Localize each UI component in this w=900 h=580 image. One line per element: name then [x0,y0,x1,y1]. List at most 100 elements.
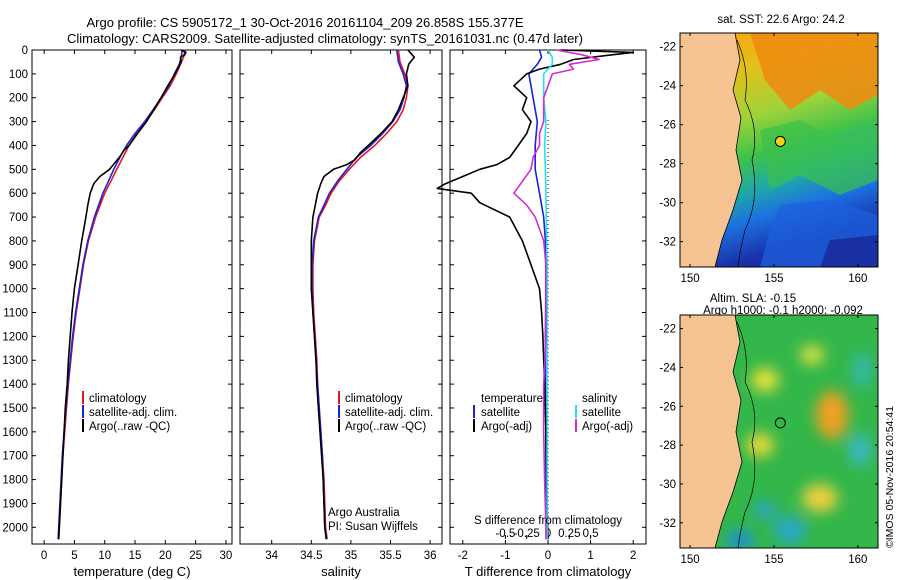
lat-tick-label: -22 [659,324,676,336]
temperature-axes-box [31,49,233,545]
y-tick-label: 1600 [2,427,28,439]
legend-label-t-satellite: satellite [481,407,520,419]
y-tick-label: 1500 [2,403,28,415]
lon-tick-label: 150 [680,273,699,285]
sst-map-title: sat. SST: 22.6 Argo: 24.2 [717,14,844,26]
lat-tick-label: -32 [659,237,676,249]
y-tick-label: 600 [9,188,28,200]
salinity-xlabel: salinity [321,564,361,579]
y-tick-label: 400 [9,140,28,152]
lat-tick-label: -30 [659,198,676,210]
x-tick-label: -2 [458,550,468,562]
legend-label-s-satellite: satellite [582,407,621,419]
y-tick-label: 1100 [3,308,28,320]
lon-tick-label: 150 [680,554,699,566]
x-tick-label: 34 [265,550,278,562]
series-line-s-satellite [542,49,554,540]
temperature-panel: 0100200300400500600700800900100011001200… [2,45,233,579]
sst-map-axes: -22 -24 -26 -28 -30 -32 150 155 160 [659,33,878,285]
x-tick-label: 35.5 [379,550,401,562]
credit-label: ©IMOS 05-Nov-2016 20:54:41 [884,406,896,548]
sst-map-frame [679,32,879,268]
salinity-legend: climatology satellite-adj. clim. Argo(..… [338,391,433,433]
legend-title-salinity: salinity [582,393,617,405]
y-tick-label: 1700 [2,451,28,463]
x-tick-top-label: -0.25 [514,528,540,540]
y-tick-label: 900 [9,260,28,272]
sla-map-frame [679,314,879,549]
legend-label-climatology: climatology [345,393,403,405]
y-tick-label: 1400 [2,379,28,391]
legend-label-argo: Argo(..raw -QC) [89,421,170,433]
legend-label-t-argo: Argo(-adj) [481,421,532,433]
land-australia [680,33,743,267]
salinity-lines [310,49,416,540]
lon-tick-label: 155 [764,273,783,285]
sst-map-panel: sat. SST: 22.6 Argo: 24.2 [659,14,879,285]
x-tick-top-label: 0.25 [558,528,580,540]
difference-legend: temperature satellite Argo(-adj) salinit… [473,393,633,433]
x-tick-label: 2 [630,550,636,562]
x-tick-label: 1 [587,550,593,562]
x-tick-top-label: -0.5 [495,528,515,540]
temperature-lines [57,49,187,540]
x-tick-label: 34.5 [300,550,322,562]
sla-map-axes: -22 -24 -26 -28 -30 -32 150 155 160 [659,315,878,566]
x-tick-label: 30 [220,550,233,562]
lon-tick-label: 160 [848,273,867,285]
t-difference-xlabel: T difference from climatology [465,564,632,579]
legend-title-temperature: temperature [481,393,543,405]
y-tick-label: 700 [9,212,28,224]
title-line-2: Climatology: CARS2009. Satellite-adjuste… [67,31,583,46]
x-tick-label: 0 [41,550,47,562]
series-line-argo-raw-qc- [310,49,416,540]
y-tick-label: 1900 [2,498,28,510]
legend-label-climatology: climatology [89,393,147,405]
salinity-panel: 34 34.5 35 35.5 36 salinity climatology sate… [239,49,443,579]
lat-tick-label: -24 [659,362,676,374]
sla-map-panel: Altim. SLA: -0.15 Argo h1000: -0.1 h2000… [659,293,879,566]
y-tick-label: 200 [9,93,28,105]
lat-tick-label: -28 [659,440,676,452]
difference-lines [436,49,635,540]
temperature-legend: climatology satellite-adj. clim. Argo(..… [82,391,177,433]
salinity-axes-box [239,49,443,545]
x-tick-label: 20 [159,550,172,562]
x-tick-label: 0 [545,550,551,562]
temperature-xlabel: temperature (deg C) [73,564,190,579]
legend-label-argo: Argo(..raw -QC) [345,421,426,433]
lat-tick-label: -26 [659,401,676,413]
x-tick-label: -1 [500,550,510,562]
salinity-x-axis: 34 34.5 35 35.5 36 [240,49,442,562]
y-tick-label: 1300 [2,355,28,367]
title-line-1: Argo profile: CS 5905172_1 30-Oct-2016 2… [86,15,523,30]
lat-tick-label: -22 [659,42,676,54]
s-difference-xlabel: S difference from climatology [474,515,622,527]
x-tick-top-label: 0.5 [583,528,599,540]
x-tick-label: 5 [71,550,77,562]
sla-field [680,315,878,548]
land-australia [680,315,743,548]
difference-panel: -2 -1 0 1 2 -0.5-0.25 0 0.25 0.5 T difference f… [436,49,647,579]
lat-tick-label: -26 [659,120,676,132]
x-tick-label: 15 [129,550,142,562]
bathymetry-contour [736,39,756,267]
lat-tick-label: -32 [659,518,676,530]
depth-axis: 0 100 200 300 400 500 600 700 800 900 1000 1100 1200… [2,45,232,534]
x-tick-label: 36 [424,550,437,562]
t-difference-x-axis: -2 -1 0 1 2 [450,49,646,562]
y-tick-label: 2000 [2,522,28,534]
lat-tick-label: -30 [659,479,676,491]
series-line-argo-raw-qc- [57,49,187,540]
sst-field [680,33,878,267]
y-tick-label: 800 [9,236,28,248]
lon-tick-label: 160 [848,554,867,566]
y-tick-label: 500 [9,164,28,176]
temperature-x-axis: 0 5 10 15 20 25 30 [41,50,232,562]
series-line-s-argo-adj- [513,49,600,540]
series-line-t-argo-adj- [436,49,635,540]
legend-label-satellite: satellite-adj. clim. [89,407,177,419]
x-tick-label: 35 [345,550,358,562]
y-tick-label: 100 [9,69,28,81]
